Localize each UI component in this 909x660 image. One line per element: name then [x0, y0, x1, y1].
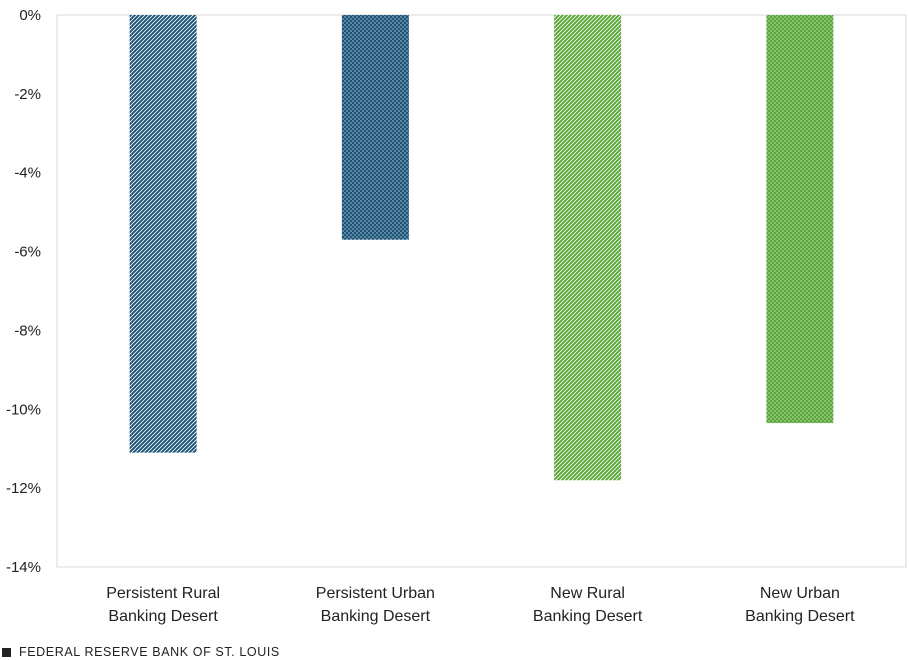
x-category-label: Persistent Urban Banking Desert — [316, 585, 435, 625]
bar — [341, 15, 409, 240]
bar — [554, 15, 622, 481]
x-category-label: Persistent Rural Banking Desert — [106, 585, 220, 625]
bar — [129, 15, 197, 453]
y-tick-label: -8% — [14, 322, 41, 339]
y-tick-label: -12% — [6, 480, 41, 497]
y-tick-label: -2% — [14, 86, 41, 103]
bar — [766, 15, 834, 424]
y-axis: 0% -2% -4% -6% -8% -10% -12% -14% — [6, 7, 41, 576]
y-tick-label: -4% — [14, 165, 41, 182]
y-tick-label: -10% — [6, 401, 41, 418]
x-axis: Persistent Rural Banking Desert Persistent… — [106, 585, 855, 625]
x-category-label: New Rural Banking Desert — [533, 585, 643, 625]
y-tick-label: 0% — [19, 7, 41, 24]
bar-chart: 0% -2% -4% -6% -8% -10% -12% -14% Persistent Ru… — [6, 7, 907, 625]
bars — [129, 15, 834, 481]
footer-square — [2, 647, 11, 657]
y-tick-label: -14% — [6, 559, 41, 576]
y-tick-label: -6% — [14, 244, 41, 261]
source-footer: FEDERAL RESERVE BANK OF ST. LOUIS — [2, 644, 280, 660]
plot-area — [56, 14, 907, 568]
x-category-label: New Urban Banking Desert — [745, 585, 855, 625]
footer-source: FEDERAL RESERVE BANK OF ST. LOUIS — [19, 645, 280, 659]
